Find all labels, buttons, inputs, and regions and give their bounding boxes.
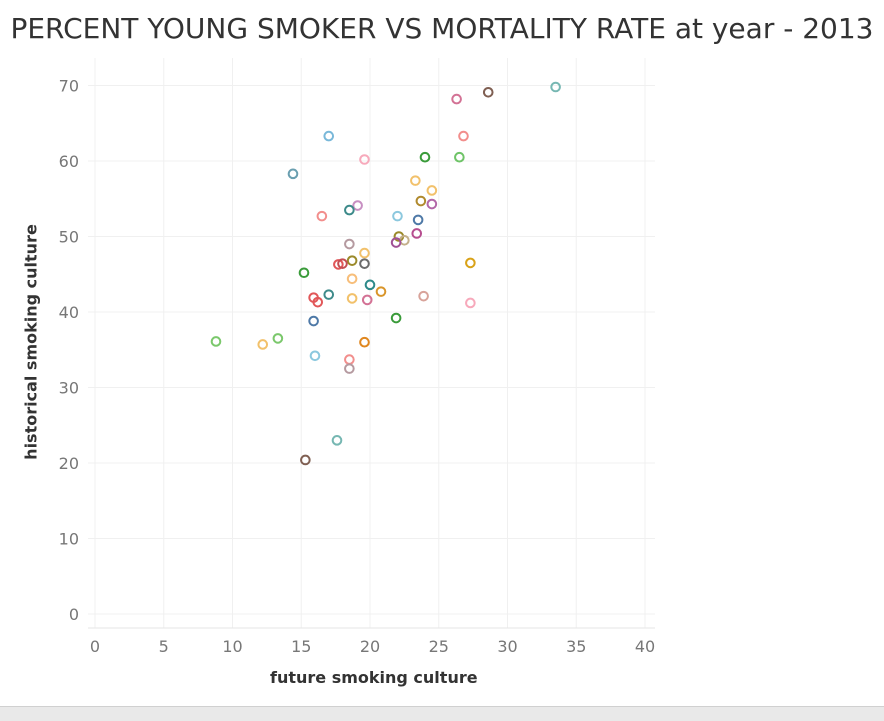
scatter-point[interactable] (298, 267, 310, 279)
scatter-point[interactable] (412, 214, 424, 226)
y-axis-label: historical smoking culture (21, 224, 41, 460)
scatter-point[interactable] (364, 279, 376, 291)
scatter-point[interactable] (410, 175, 421, 186)
tick-labels: 0 5 10 15 20 25 30 35 40 0 10 20 30 40 50 60 70 (59, 77, 656, 657)
scatter-point[interactable] (418, 290, 429, 302)
scatter-point[interactable] (465, 297, 476, 309)
scatter-point[interactable] (323, 289, 335, 300)
y-tick-label: 10 (59, 530, 79, 549)
chart-title: PERCENT YOUNG SMOKER VS MORTALITY RATE a… (10, 12, 874, 45)
scatter-point[interactable] (352, 200, 363, 211)
x-tick-label: 20 (360, 637, 380, 656)
x-tick-label: 40 (635, 637, 655, 656)
scatter-point[interactable] (316, 210, 328, 222)
scatter-point[interactable] (337, 258, 348, 269)
scatter-point[interactable] (458, 130, 469, 142)
scatter-point[interactable] (344, 363, 355, 374)
grid-lines (88, 58, 655, 629)
scatter-point[interactable] (451, 93, 462, 105)
scatter-point[interactable] (359, 336, 370, 348)
scatter-point[interactable] (359, 258, 370, 269)
x-tick-label: 0 (90, 637, 100, 656)
x-tick-label: 5 (159, 637, 169, 656)
scatter-point[interactable] (454, 151, 465, 163)
bottom-scrollbar[interactable] (0, 706, 884, 721)
scatter-point[interactable] (426, 185, 438, 196)
scatter-point[interactable] (411, 228, 423, 239)
scatter-point[interactable] (359, 154, 370, 165)
scatter-point[interactable] (346, 255, 358, 266)
y-tick-label: 0 (69, 605, 79, 624)
scatter-point[interactable] (465, 257, 476, 269)
x-tick-label: 15 (291, 637, 311, 656)
scatter-point[interactable] (308, 315, 319, 327)
scatter-point[interactable] (312, 296, 324, 308)
scatter-point[interactable] (344, 204, 355, 216)
y-tick-label: 70 (59, 77, 79, 96)
scatter-point[interactable] (550, 81, 561, 93)
scatter-point[interactable] (309, 350, 321, 362)
scatter-point[interactable] (344, 238, 355, 250)
scatter-point[interactable] (323, 130, 335, 142)
scatter-point[interactable] (361, 294, 373, 306)
scatter-point[interactable] (300, 454, 311, 466)
x-axis-label: future smoking culture (270, 668, 478, 687)
y-tick-label: 50 (59, 228, 79, 247)
x-tick-label: 30 (497, 637, 517, 656)
y-tick-label: 40 (59, 303, 79, 322)
scatter-point[interactable] (331, 435, 343, 446)
x-tick-label: 25 (429, 637, 449, 656)
scatter-point[interactable] (392, 210, 403, 222)
scatter-point[interactable] (272, 333, 284, 344)
scatter-point[interactable] (333, 259, 344, 270)
scatter-point[interactable] (210, 336, 222, 347)
scatter-point[interactable] (390, 237, 402, 248)
scatter-point[interactable] (419, 151, 431, 163)
scatter-point[interactable] (359, 247, 370, 259)
y-tick-label: 60 (59, 152, 79, 171)
y-tick-label: 20 (59, 454, 79, 473)
scatter-point[interactable] (482, 86, 494, 98)
scatter-point[interactable] (346, 293, 358, 304)
scatter-point[interactable] (257, 339, 269, 350)
scatter-point[interactable] (415, 195, 427, 207)
scatter-point[interactable] (375, 286, 387, 297)
scatter-point[interactable] (390, 312, 402, 324)
scatter-point[interactable] (426, 198, 438, 210)
x-tick-label: 35 (566, 637, 586, 656)
scatter-point[interactable] (344, 354, 355, 365)
scatter-point[interactable] (287, 168, 299, 180)
y-tick-label: 30 (59, 379, 79, 398)
scatter-point[interactable] (346, 273, 358, 285)
data-points (210, 81, 561, 466)
x-tick-label: 10 (222, 637, 242, 656)
